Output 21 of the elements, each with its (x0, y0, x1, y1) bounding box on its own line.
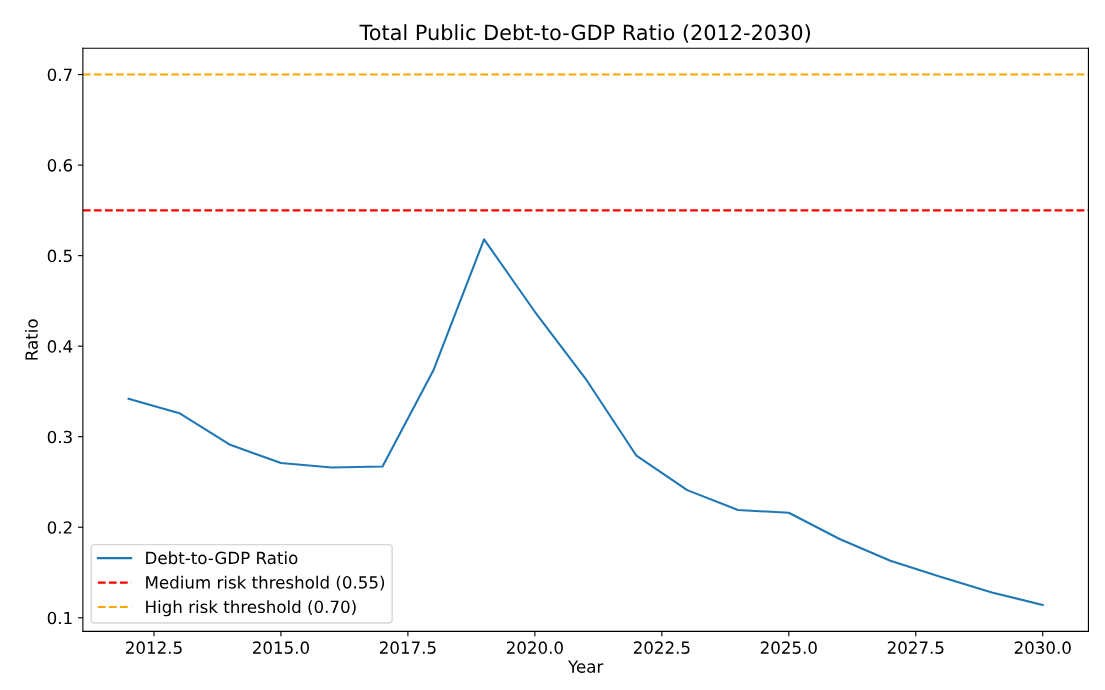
y-tick-label: 0.1 (47, 611, 72, 625)
x-tick-label: 2030.0 (1014, 641, 1071, 654)
y-tick-label: 0.4 (47, 340, 73, 353)
x-tick-label: 2020.0 (506, 641, 563, 654)
legend-label: Debt-to-GDP Ratio (146, 551, 298, 565)
chart-title: Total Public Debt-to-GDP Ratio (2012-2030) (359, 24, 810, 43)
y-tick-label: 0.2 (47, 521, 72, 534)
y-tick-label: 0.3 (47, 430, 72, 444)
y-axis-title: Ratio (24, 319, 38, 360)
x-tick-label: 2012.5 (126, 641, 182, 654)
x-tick-label: 2022.5 (633, 641, 690, 654)
legend-label: Medium risk threshold (0.55) (146, 575, 385, 591)
x-tick-label: 2027.5 (887, 641, 944, 654)
x-tick-label: 2015.0 (253, 641, 309, 654)
x-tick-label: 2025.0 (760, 641, 817, 654)
x-tick-label: 2017.5 (379, 641, 436, 654)
y-tick-label: 0.7 (47, 68, 72, 82)
x-axis-title: Year (567, 660, 604, 673)
y-tick-label: 0.5 (47, 249, 72, 263)
y-tick-label: 0.6 (47, 159, 73, 172)
legend-label: High risk threshold (0.70) (146, 600, 356, 617)
